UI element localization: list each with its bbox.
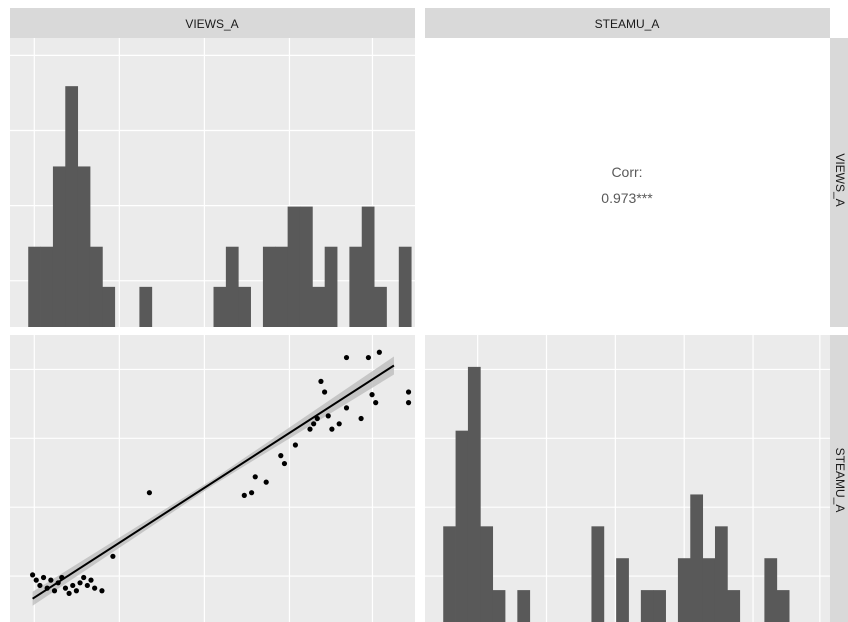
- histogram-panel-steamu-a: [425, 335, 830, 622]
- scatter-point: [51, 588, 58, 594]
- scatter-point: [358, 415, 364, 422]
- scatter-point: [70, 582, 76, 589]
- histogram-bar: [714, 526, 728, 622]
- histogram-bar: [312, 286, 326, 327]
- histogram-bar: [238, 286, 251, 327]
- histogram-bar: [517, 590, 531, 622]
- scatter-point: [369, 392, 375, 398]
- trend-line: [32, 364, 395, 600]
- scatter-point: [263, 479, 269, 485]
- histogram-bar: [591, 526, 605, 622]
- histogram-bar: [653, 590, 666, 622]
- scatter-point: [278, 453, 284, 459]
- row-strip-label-steamu-a: STEAMU_A: [833, 448, 847, 513]
- histogram-bar: [262, 246, 276, 327]
- scatter-point: [62, 585, 69, 591]
- scatter-point: [29, 572, 36, 578]
- scatter-point: [88, 577, 94, 583]
- scatter-point: [241, 492, 247, 498]
- scatter-point: [318, 378, 324, 384]
- histogram-bar: [616, 558, 629, 622]
- histogram-bar: [480, 526, 494, 622]
- histogram-bar: [640, 590, 654, 622]
- scatter-point: [311, 421, 317, 427]
- histogram-bar: [467, 366, 481, 622]
- scatter-point: [325, 413, 331, 419]
- histogram-bar: [455, 430, 469, 622]
- histogram-bar: [727, 590, 741, 622]
- scatter-point: [48, 577, 54, 583]
- scatter-point: [37, 582, 43, 589]
- row-strip-label-views-a: VIEWS_A: [833, 153, 847, 206]
- histogram-bar: [764, 558, 778, 622]
- scatter-point: [281, 460, 288, 467]
- correlation-label: Corr:: [611, 164, 642, 180]
- scatter-point: [33, 577, 39, 583]
- histogram-bar: [776, 590, 790, 622]
- scatter-point: [322, 389, 328, 395]
- histogram-panel-views-a: [10, 38, 415, 328]
- histogram-bar: [102, 286, 116, 327]
- histogram-bar: [361, 206, 375, 327]
- histogram-bar: [349, 246, 363, 327]
- histogram-bar: [52, 166, 66, 327]
- scatter-point: [66, 590, 72, 597]
- scatter-panel: [10, 335, 415, 622]
- scatter-point: [146, 490, 152, 496]
- scatter-point: [81, 574, 87, 581]
- scatter-point: [329, 426, 335, 432]
- scatter-point: [252, 474, 258, 480]
- correlation-value: 0.973***: [601, 190, 653, 206]
- histogram-bar: [677, 558, 691, 622]
- histogram-bar: [690, 494, 704, 622]
- scatter-point: [343, 354, 350, 361]
- scatter-point: [110, 553, 116, 559]
- row-strip-steamu-a: [830, 335, 848, 622]
- correlation-panel-bg: [425, 38, 830, 327]
- histogram-bar: [139, 286, 153, 327]
- histogram-bar: [324, 246, 338, 327]
- scatter-point: [376, 349, 382, 355]
- histogram-bar: [287, 206, 301, 327]
- scatter-point: [365, 354, 371, 361]
- scatter-point: [99, 588, 105, 594]
- scatter-point: [40, 574, 47, 581]
- histogram-bar: [398, 246, 412, 327]
- histogram-bar: [374, 286, 387, 327]
- strip-views-a: [10, 8, 415, 38]
- histogram-bar: [299, 206, 313, 327]
- histogram-bar: [213, 286, 227, 327]
- row-strip-views-a: [830, 38, 848, 327]
- scatter-point: [343, 405, 350, 411]
- histogram-bar: [77, 166, 91, 327]
- scatter-point: [92, 585, 98, 591]
- histogram-bar: [89, 246, 103, 327]
- histogram-bar: [225, 246, 239, 327]
- row-strips: VIEWS_A STEAMU_A: [830, 38, 848, 622]
- scatter-point: [77, 580, 83, 586]
- scatter-point: [84, 582, 90, 589]
- scatter-point: [336, 421, 342, 427]
- strip-label-views-a: VIEWS_A: [185, 17, 238, 31]
- strip-label-steamu-a: STEAMU_A: [595, 17, 660, 31]
- scatter-point: [292, 442, 298, 448]
- strip-steamu-a: [425, 8, 830, 38]
- scatter-point: [73, 588, 79, 594]
- histogram-bar: [492, 590, 506, 622]
- scatter-point: [405, 400, 412, 406]
- scatter-point: [314, 415, 320, 422]
- histogram-bar: [443, 526, 456, 622]
- scatter-point: [405, 389, 412, 395]
- histogram-bar: [702, 558, 716, 622]
- histogram-bar: [65, 86, 79, 328]
- scatter-point: [373, 400, 379, 406]
- scatter-point: [307, 426, 313, 432]
- histogram-bar: [275, 246, 289, 327]
- histogram-bar: [28, 246, 41, 327]
- scatter-point: [249, 490, 255, 496]
- histogram-bar: [40, 246, 54, 327]
- correlation-panel: Corr: 0.973***: [425, 38, 830, 327]
- column-strips: VIEWS_A STEAMU_A: [10, 8, 830, 38]
